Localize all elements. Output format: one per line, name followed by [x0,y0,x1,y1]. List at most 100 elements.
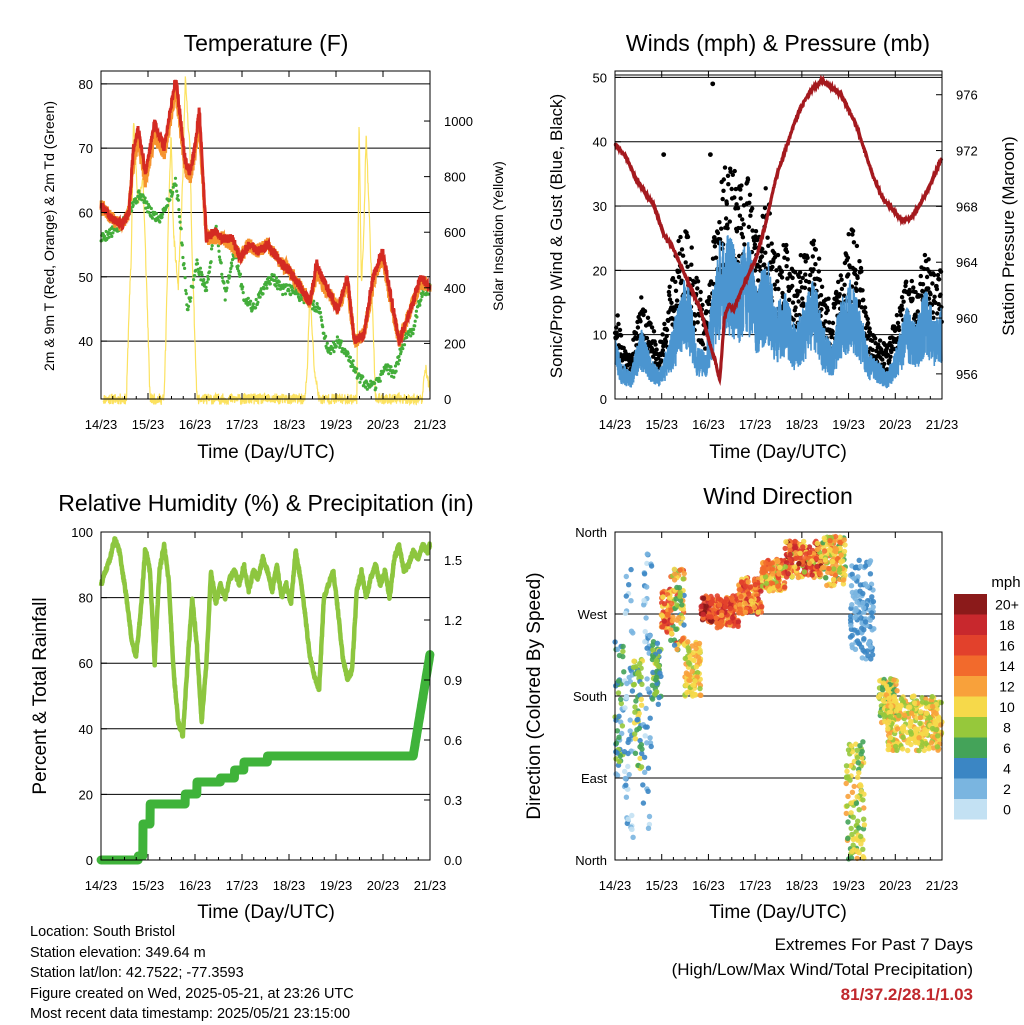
direction-point [738,593,744,600]
direction-point [908,731,914,737]
gust-point [752,245,757,251]
gust-point [830,329,835,334]
winds-title: Winds (mph) & Pressure (mb) [626,30,930,56]
gust-point [695,286,700,291]
direction-point [918,743,925,750]
direction-point [829,558,836,565]
direction-point [917,720,923,727]
direction-point [690,682,696,688]
direction-point [615,690,622,696]
direction-point [624,680,630,687]
direction-point [848,825,854,832]
dewpoint-point [353,370,358,374]
direction-point [787,551,793,558]
gust-point [834,289,839,295]
dewpoint-point [188,299,192,303]
gust-outlier-point [661,152,667,158]
gust-point [735,206,741,211]
direction-point [653,677,659,683]
dewpoint-point [210,244,214,248]
direction-point [806,544,813,550]
gust-point [793,270,798,275]
direction-point [616,734,622,740]
dewpoint-point [189,296,193,300]
rh-line [98,536,433,739]
winds-xlabel: Time (Day/UTC) [709,442,847,463]
direction-point [792,564,798,570]
direction-point [640,800,647,806]
direction-point [633,698,639,704]
gust-point [638,319,643,324]
direction-point [634,671,641,677]
direction-point [849,831,855,838]
colorbar-label: 6 [1003,740,1011,756]
direction-point [865,652,871,659]
gust-point [867,330,873,335]
direction-point [672,571,678,577]
dewpoint-point [174,183,178,187]
direction-point [831,582,837,588]
direction-point [640,782,646,788]
dewpoint-point [393,364,398,368]
colorbar-label: 12 [999,678,1015,694]
dewpoint-point [238,272,242,276]
gust-point [730,172,735,177]
dewpoint-point [237,269,241,273]
direction-xlabel: Time (Day/UTC) [709,902,847,923]
gust-outlier-point [710,81,716,87]
x-tick-label: 16/23 [179,417,212,432]
direction-point [782,545,788,552]
gust-point [703,346,708,351]
dewpoint-point [223,286,227,290]
dewpoint-point [248,302,252,306]
direction-point [824,582,830,589]
direction-point [853,741,859,747]
direction-point [832,533,839,540]
gust-point [775,279,780,284]
dewpoint-point [339,339,343,343]
dewpoint-point [420,294,424,299]
y2-tick-label: 960 [956,311,978,326]
dewpoint-point [418,303,422,307]
x-tick-label: 20/23 [879,417,912,432]
direction-point [700,595,707,601]
dewpoint-point [311,302,315,307]
direction-point [891,695,897,701]
gust-point [793,305,798,310]
y-tick-label: 10 [593,328,607,343]
dewpoint-point [149,206,153,211]
dewpoint-point [267,279,271,284]
dewpoint-point [222,281,226,285]
gust-point [779,275,785,280]
direction-point [816,570,822,576]
direction-point [729,615,736,621]
direction-point [885,742,892,749]
humidity-xlabel: Time (Day/UTC) [197,902,335,923]
direction-point [645,765,652,771]
gust-point [695,279,701,284]
gust-point [747,192,753,197]
direction-point [849,571,855,577]
direction-point [822,557,828,563]
x-tick-label: 14/23 [85,417,118,432]
direction-point [880,680,887,686]
direction-point [659,613,665,619]
direction-title: Wind Direction [703,483,853,509]
extremes-subtitle: (High/Low/Max Wind/Total Precipitation) [671,960,973,979]
direction-point [787,547,793,554]
colorbar-swatch [954,676,987,697]
dewpoint-point [397,354,401,359]
gust-point [787,297,792,302]
gust-point [671,308,676,314]
direction-point [627,728,633,734]
direction-point [858,788,865,795]
gust-point [800,296,805,301]
direction-point [887,709,894,715]
direction-point [843,780,849,787]
dewpoint-point [315,302,319,306]
extremes-values: 81/37.2/28.1/1.03 [840,985,973,1004]
colorbar-title: mph [991,574,1020,591]
y-tick-label: 60 [79,205,93,220]
dewpoint-point [161,212,165,216]
gust-point [753,268,758,273]
